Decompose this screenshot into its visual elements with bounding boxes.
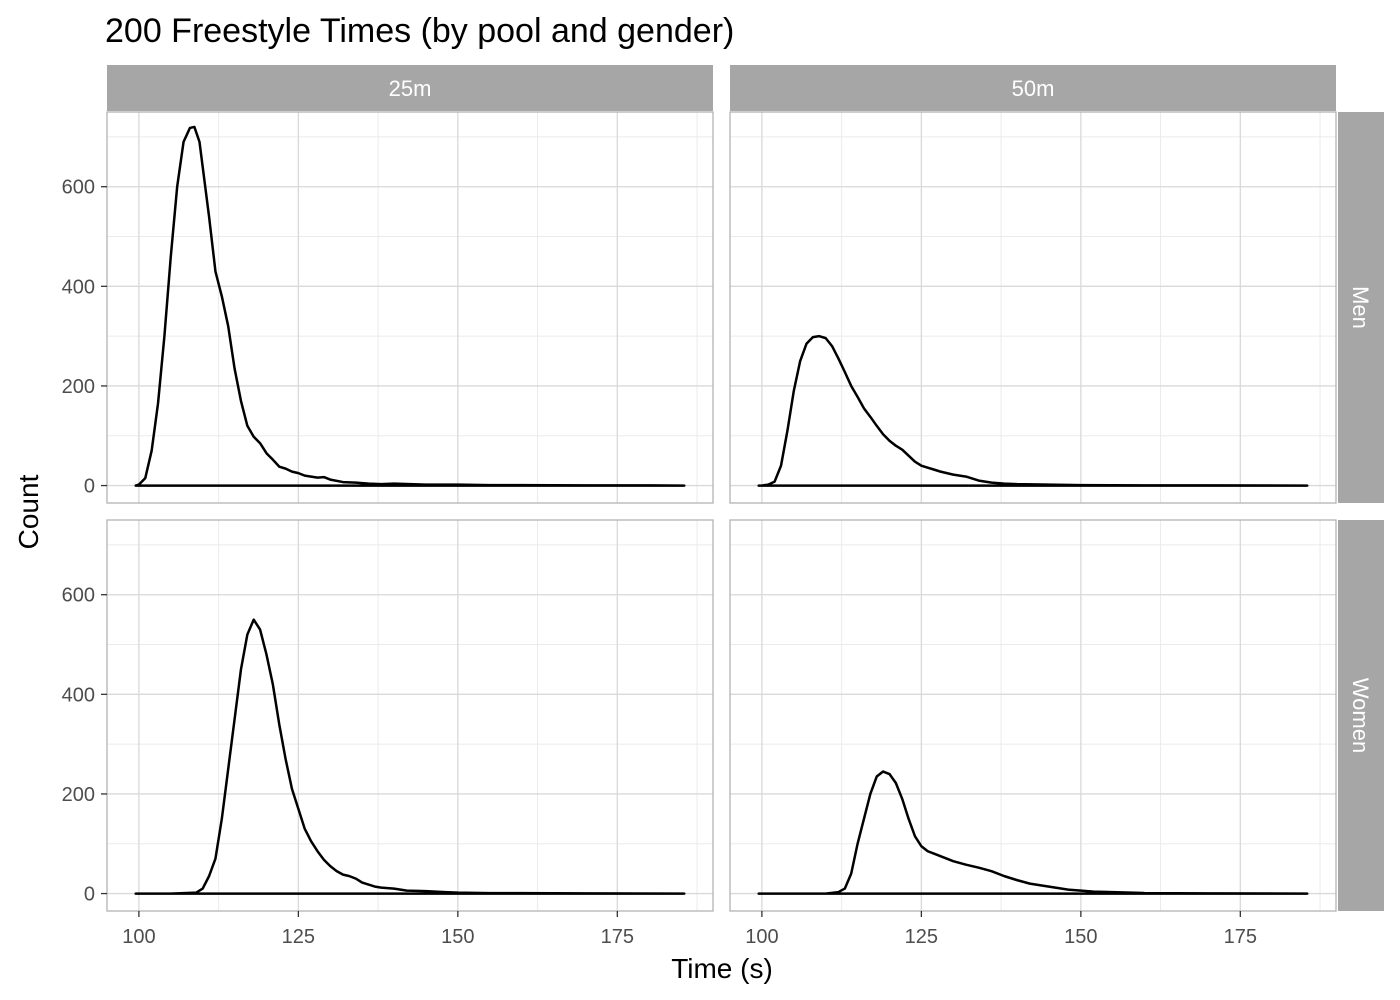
density-curve-50m-men bbox=[757, 334, 1309, 487]
x-tick-label: 150 bbox=[441, 926, 474, 948]
y-axis-title: Count bbox=[13, 474, 44, 549]
y-tick-label: 600 bbox=[62, 177, 95, 199]
density-curve-25m-women bbox=[134, 618, 686, 895]
facet-strip-men: Men bbox=[1338, 112, 1384, 503]
y-tick-label: 200 bbox=[62, 376, 95, 398]
panel-grid bbox=[107, 520, 713, 911]
y-tick-label: 200 bbox=[62, 784, 95, 806]
x-tick-label: 100 bbox=[745, 926, 778, 948]
x-tick-label: 100 bbox=[122, 926, 155, 948]
panel-grid bbox=[730, 520, 1336, 911]
x-tick-label: 125 bbox=[905, 926, 938, 948]
strip-background bbox=[107, 65, 713, 111]
y-tick-label: 0 bbox=[84, 476, 95, 498]
facet-strip-25m: 25m bbox=[107, 65, 713, 111]
x-tick-label: 175 bbox=[1224, 926, 1257, 948]
y-tick-label: 400 bbox=[62, 276, 95, 298]
strip-background bbox=[730, 65, 1336, 111]
facet-strip-50m: 50m bbox=[730, 65, 1336, 111]
y-tick-label: 400 bbox=[62, 684, 95, 706]
panel-border bbox=[729, 111, 1337, 504]
panel-50m-women: 100 125 150 175 bbox=[729, 519, 1337, 948]
x-tick-label: 175 bbox=[601, 926, 634, 948]
strip-label: Men bbox=[1348, 286, 1373, 329]
x-axis-title: Time (s) bbox=[671, 953, 773, 984]
panel-border bbox=[106, 519, 714, 912]
strip-label: Women bbox=[1348, 678, 1373, 753]
panel-25m-women: 0 200 400 600 100 125 150 175 bbox=[62, 519, 714, 948]
panel-border bbox=[729, 519, 1337, 912]
density-curve-50m-women bbox=[757, 770, 1309, 895]
strip-background bbox=[1338, 520, 1384, 911]
panel-grid bbox=[730, 112, 1336, 503]
facet-strip-women: Women bbox=[1338, 520, 1384, 911]
panel-25m-men: 0 200 400 600 bbox=[62, 111, 714, 504]
density-curve-25m-men bbox=[134, 125, 686, 487]
panel-border bbox=[106, 111, 714, 504]
facet-grid: 0 200 400 600 0 200 400 600 100 125 150 175 100 125 15… bbox=[62, 65, 1384, 948]
strip-label: 25m bbox=[389, 76, 432, 101]
chart-title: 200 Freestyle Times (by pool and gender) bbox=[105, 12, 734, 50]
panel-50m-men bbox=[729, 111, 1337, 504]
strip-background bbox=[1338, 112, 1384, 503]
strip-label: 50m bbox=[1012, 76, 1055, 101]
panel-grid bbox=[107, 112, 713, 503]
x-tick-label: 125 bbox=[282, 926, 315, 948]
x-tick-label: 150 bbox=[1064, 926, 1097, 948]
y-tick-label: 0 bbox=[84, 884, 95, 906]
y-tick-label: 600 bbox=[62, 585, 95, 607]
